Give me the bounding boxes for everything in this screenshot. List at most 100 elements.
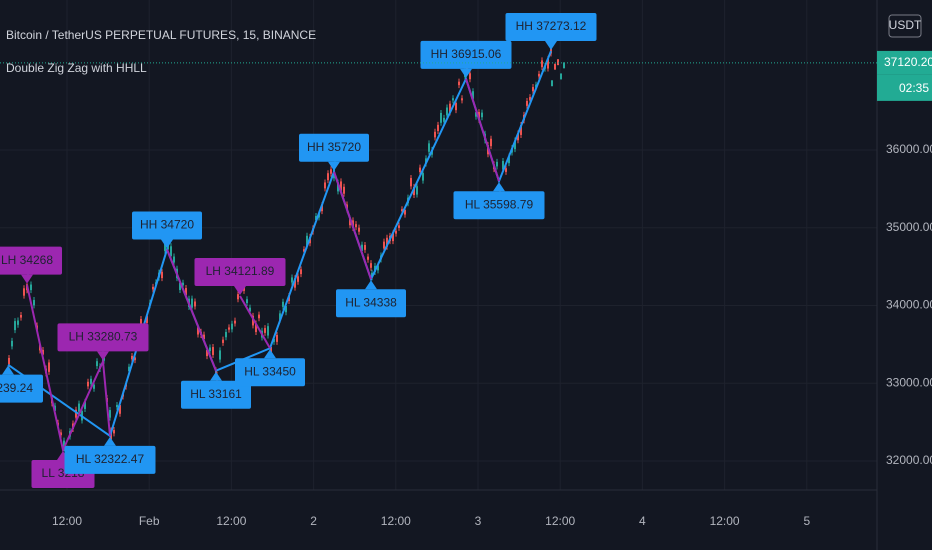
pivot-label: 33239.24 (0, 381, 33, 395)
candle-body (383, 241, 385, 249)
currency[interactable]: USDT (889, 18, 922, 32)
price-tick-label: 35000.00 (886, 220, 932, 234)
candle-body (212, 347, 214, 355)
grid (0, 0, 877, 490)
pivot-box (132, 211, 202, 240)
candle-body (14, 321, 16, 331)
candle-body (401, 209, 403, 212)
candle-body (443, 117, 445, 122)
pivot-label: HH 37273.12 (516, 19, 587, 33)
candle-body (128, 366, 130, 372)
candle-body (182, 282, 184, 286)
candle-body (8, 357, 10, 365)
candle-body (146, 315, 148, 323)
time-tick-label: 12:00 (216, 514, 246, 528)
pivot-label: HH 35720 (307, 140, 361, 154)
candle-body (255, 323, 257, 332)
pivot-pointer (161, 239, 173, 249)
pivot-label: HL 32322.47 (76, 452, 145, 466)
candle-body (90, 378, 92, 384)
candle-body (377, 265, 379, 271)
candle-body (538, 73, 540, 77)
candle-body (273, 338, 275, 342)
candle-body (508, 156, 510, 164)
candle-body (294, 278, 296, 288)
pivot-box (299, 133, 369, 162)
indicator-title: Double Zig Zag with HHLL (6, 61, 147, 75)
zigzag-minor (26, 284, 111, 454)
candle-body (541, 60, 543, 68)
candle-body (469, 73, 471, 80)
pivot-pointer (328, 161, 340, 171)
pivot-label: HL 33161 (190, 387, 242, 401)
last-price-box (877, 50, 932, 75)
candle-body (529, 97, 531, 101)
candle-body (496, 161, 498, 167)
time-tick-label: 12:00 (381, 514, 411, 528)
price-tick-label: 34000.00 (886, 298, 932, 312)
candle-body (228, 327, 230, 330)
candle-body (48, 362, 50, 372)
candle-body (75, 409, 77, 418)
currency-button[interactable] (888, 14, 922, 38)
time-tick-label: 3 (475, 514, 482, 528)
pivot-box (235, 358, 305, 387)
candle-body (297, 276, 299, 282)
candle-body (303, 249, 305, 252)
pivot-pointer (21, 274, 33, 284)
candle-body (532, 87, 534, 92)
candle-body (502, 160, 504, 170)
candle-body (206, 349, 208, 357)
candle-body (93, 384, 95, 389)
pivot-label: LH 33280.73 (69, 330, 138, 344)
candle-body (355, 224, 357, 228)
candle-body (222, 339, 224, 343)
candle-body (164, 241, 166, 251)
candle-body (472, 91, 474, 99)
candle-body (20, 314, 22, 318)
candle-body (413, 186, 415, 196)
pivot-label: LH 34268 (1, 253, 53, 267)
time-tick-label: Feb (139, 514, 160, 528)
candle-body (279, 313, 281, 320)
candle-body (563, 62, 565, 69)
candle-body (191, 298, 193, 308)
candle-body (249, 307, 251, 312)
candle-body (203, 334, 205, 340)
candle-body (258, 314, 260, 319)
candle-body (42, 349, 44, 355)
time-tick-label: 2 (310, 514, 317, 528)
candle-body (437, 124, 439, 132)
pivot-box (181, 380, 251, 409)
candle-body (560, 73, 562, 80)
pivot-pointer (2, 365, 14, 375)
time-tick-label: 12:00 (52, 514, 82, 528)
candle-body (554, 63, 556, 70)
pivot-box (0, 374, 43, 403)
candle-body (60, 432, 62, 436)
candle-body (33, 300, 35, 306)
pivot-pointer (460, 68, 472, 78)
candle-body (315, 216, 317, 220)
candle-body (140, 318, 142, 328)
candle-body (152, 286, 154, 290)
candle-body (422, 173, 424, 181)
candle-body (134, 357, 136, 361)
candle-body (490, 138, 492, 147)
candle-body (30, 284, 32, 291)
time-tick-label: 5 (803, 514, 810, 528)
candle-body (370, 263, 372, 268)
candle-body (119, 405, 121, 414)
zigzag-minor (239, 295, 271, 349)
candle-body (361, 244, 363, 251)
pivot-pointer (264, 349, 276, 359)
candle-body (267, 326, 269, 336)
pivot-pointer (365, 280, 377, 290)
candle-body (367, 256, 369, 260)
candle-body (428, 143, 430, 152)
time-tick-label: 12:00 (710, 514, 740, 528)
pivot-box (57, 323, 149, 352)
candle-body (194, 301, 196, 307)
pivot-label: HL 33450 (244, 364, 296, 378)
candle-body (11, 340, 13, 347)
